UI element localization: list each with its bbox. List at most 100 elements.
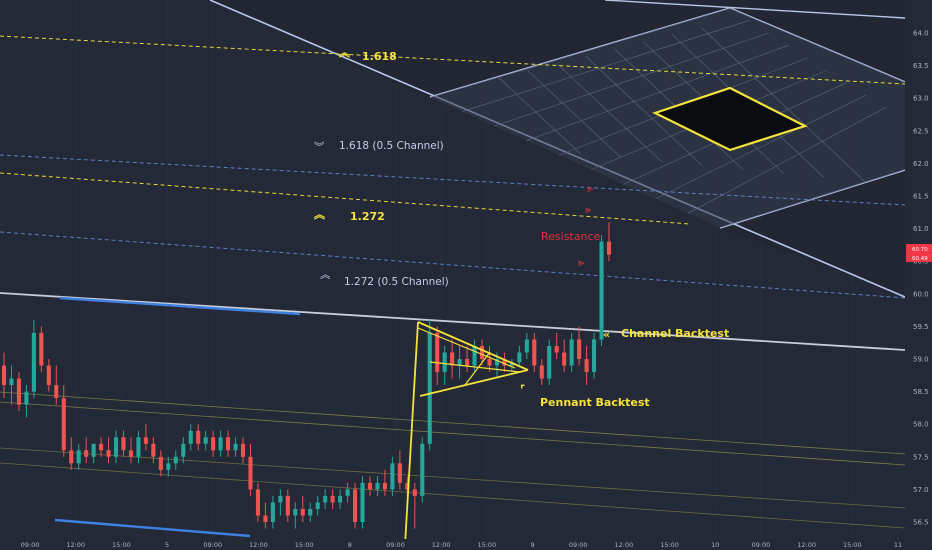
- y-tick-label: 61.5: [913, 193, 929, 201]
- candle-body: [61, 398, 66, 451]
- candle-body: [584, 359, 589, 373]
- y-tick-label: 59.5: [913, 323, 929, 331]
- x-tick-label: 15:00: [112, 541, 131, 549]
- double-chevron-left-icon: «: [603, 328, 610, 341]
- candle-body: [54, 385, 59, 399]
- candle-body: [121, 437, 126, 451]
- chevron-up-icon: ︽: [320, 269, 331, 281]
- candle-body: [24, 391, 29, 405]
- candle-body: [166, 463, 171, 470]
- candle-body: [255, 489, 261, 516]
- grid-line: [556, 63, 662, 162]
- price-badge: [906, 253, 932, 262]
- level-label-1272-half: 1.272 (0.5 Channel): [344, 276, 449, 288]
- candle-body: [494, 359, 500, 366]
- channel-backtest-label: Channel Backtest: [621, 327, 729, 340]
- pennant-pattern: [404, 321, 529, 546]
- x-tick-label: 09:00: [752, 541, 771, 549]
- candle-body: [106, 450, 111, 457]
- y-tick-label: 62.5: [913, 127, 929, 135]
- candle-body: [143, 437, 148, 444]
- y-axis-panel[interactable]: [905, 0, 932, 550]
- candle-body: [592, 339, 597, 373]
- price-badge-label: 60.49: [912, 256, 928, 262]
- pennant-lower: [419, 369, 529, 397]
- grid-line: [462, 20, 750, 112]
- candlestick-series: [1, 222, 612, 529]
- x-tick-label: 09:00: [21, 541, 40, 549]
- y-tick-label: 63.0: [913, 95, 929, 103]
- candle-body: [554, 345, 559, 353]
- x-tick-label: 8: [348, 541, 352, 549]
- candle-body: [330, 495, 335, 503]
- candle-body: [472, 345, 477, 366]
- candle-body: [181, 443, 186, 457]
- annotations: ⪢ ⪢ ⪢ Resistance « Channel Backtest ⌜ Pe…: [520, 182, 729, 409]
- grid-line: [700, 27, 865, 182]
- candle-body: [360, 482, 365, 522]
- pennant-inner-2: [464, 351, 491, 386]
- x-tick-label: 12:00: [66, 541, 85, 549]
- candle-body: [84, 450, 89, 457]
- x-tick-label: 09:00: [386, 541, 405, 549]
- candle-body: [367, 482, 373, 490]
- candle-body: [405, 482, 410, 490]
- candle-body: [240, 443, 246, 457]
- candle-body: [352, 489, 358, 522]
- x-tick-label: 5: [165, 541, 169, 549]
- candle-body: [300, 508, 305, 516]
- x-tick-label: 15:00: [477, 541, 496, 549]
- candle-body: [16, 378, 21, 405]
- arrow-icon: ⪢: [585, 203, 591, 216]
- candle-body: [46, 365, 51, 386]
- candle-body: [69, 450, 74, 464]
- candle-body: [196, 430, 201, 444]
- arrow-icon: ⪢: [587, 182, 593, 195]
- level-label-1618-half: 1.618 (0.5 Channel): [339, 140, 444, 152]
- candle-body: [599, 241, 604, 340]
- candle-body: [263, 515, 268, 522]
- pennant-inner-1: [417, 327, 516, 369]
- arrow-icon: ⪢: [578, 256, 584, 269]
- level-label-1618: 1.618: [362, 50, 397, 63]
- channel-highlight-upper: [59, 296, 301, 316]
- y-tick-label: 58.0: [913, 421, 929, 429]
- candle-body: [345, 489, 350, 496]
- grid-line: [526, 45, 789, 141]
- candle-body: [397, 463, 402, 483]
- candle-body: [99, 443, 104, 451]
- lower-channel-lines: [0, 391, 906, 529]
- candle-body: [248, 456, 253, 490]
- candle-body: [323, 495, 328, 503]
- candle-body: [76, 450, 81, 464]
- candle-body: [539, 365, 544, 379]
- candle-body: [502, 359, 507, 366]
- main-channel-line: [0, 292, 906, 351]
- pennant-backtest-label: Pennant Backtest: [540, 396, 650, 409]
- candle-body: [390, 463, 395, 490]
- candle-body: [562, 352, 567, 366]
- x-axis-panel[interactable]: [0, 539, 932, 550]
- x-tick-label: 10: [711, 541, 719, 549]
- candle-body: [315, 502, 320, 509]
- chevron-down-icon: ︾: [314, 141, 325, 153]
- pennant-pole: [404, 321, 419, 546]
- pennant-upper: [417, 321, 529, 371]
- candle-body: [211, 437, 216, 451]
- candle-body: [151, 443, 156, 457]
- y-tick-label: 56.5: [913, 519, 929, 527]
- candle-body: [91, 443, 96, 457]
- candle-body: [9, 378, 14, 386]
- candle-body: [31, 332, 36, 392]
- candle-body: [113, 437, 119, 457]
- candle-body: [465, 359, 470, 366]
- candle-body: [577, 339, 582, 359]
- target-diamond: [652, 86, 808, 152]
- chevron-up-icon: ︽: [339, 46, 350, 59]
- x-tick-label: 15:00: [660, 541, 679, 549]
- candle-body: [308, 508, 313, 516]
- candle-body: [188, 430, 193, 444]
- price-badge-label: 60.70: [912, 247, 928, 253]
